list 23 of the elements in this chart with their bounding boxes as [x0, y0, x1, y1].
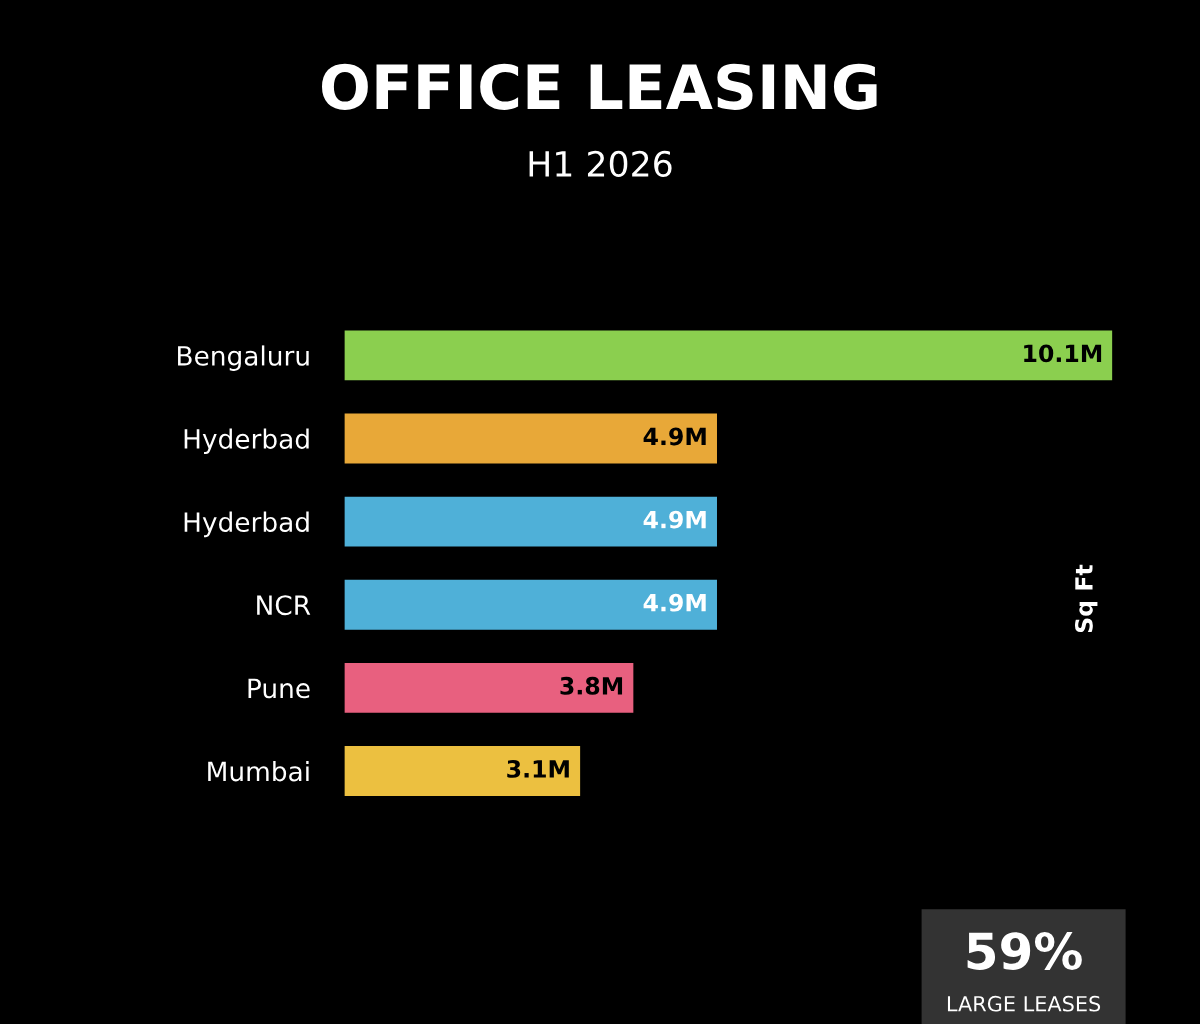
- bar: [344, 746, 581, 796]
- y-tick-label: NCR: [257, 595, 311, 616]
- data-label: 3.8M: [560, 676, 623, 695]
- y-tick-label: Bengaluru: [178, 345, 309, 371]
- annotation: Sq Ft: [1074, 564, 1098, 633]
- data-label: 4.9M: [643, 593, 706, 612]
- text: LARGE LEASES: [947, 995, 1101, 1012]
- chart-title: OFFICE LEASING: [322, 63, 877, 110]
- bar: [344, 330, 1113, 381]
- bar: [344, 496, 717, 547]
- data-label: 4.9M: [643, 510, 706, 529]
- y-tick-label: Hyderbad: [184, 428, 309, 455]
- y-tick-label: Mumbai: [208, 760, 309, 782]
- bar: [344, 662, 634, 713]
- data-label: 3.1M: [507, 759, 569, 778]
- data-label: 10.1M: [1024, 344, 1102, 363]
- chart-subtitle: H1 2026: [529, 150, 672, 177]
- text: 59%: [967, 932, 1082, 970]
- data-label: 4.9M: [643, 427, 706, 446]
- bar: [344, 579, 717, 630]
- y-tick-label: Pune: [248, 678, 310, 699]
- bar: [344, 413, 717, 464]
- y-tick-label: Hyderbad: [184, 511, 309, 538]
